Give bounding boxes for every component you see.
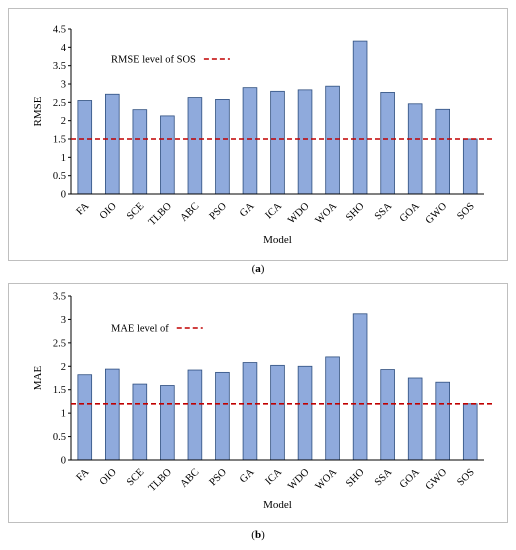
x-tick-label: GWO [424,201,450,227]
bar-fa [77,100,93,195]
y-tick-label: 2 [61,116,66,127]
x-tick-label: SHO [344,201,367,224]
x-tick-label: FA [75,201,92,218]
bar-pso [215,371,230,461]
x-tick-label: PSO [208,201,230,223]
y-tick-label: 0 [61,190,66,201]
bar-gwo [435,381,450,461]
y-axis-title: RMSE [32,96,44,126]
chart-panel-a: 0 0.5 1 1.5 2 2.5 3 3.5 4 4.5 FA OIO SCE TLBO ABC PSO GA… [8,8,508,261]
bar-sho [352,313,368,461]
bar-sos [462,403,478,461]
y-tick-label: 2.5 [53,98,66,109]
bar-fa [77,374,93,461]
bar-wdo [297,365,313,461]
chart-b-svg: 00.511.522.533.5FA OIO SCE TLBO ABC PSO GA ICA W… [32,292,492,511]
y-tick-label: 1 [61,153,66,164]
bar-sho [352,40,368,195]
bar-tlbo [160,385,175,461]
y-tick-label: 0 [61,456,66,467]
y-tick-label: 4 [61,43,67,54]
x-tick-label: SOS [455,467,477,489]
x-tick-label: TLBO [147,201,174,228]
chart-a-svg: 0 0.5 1 1.5 2 2.5 3 3.5 4 4.5 FA OIO SCE TLBO ABC PSO GA… [32,25,492,246]
bar-goa [407,103,423,195]
x-tick-label: WDO [286,201,312,227]
x-tick-label: SCE [125,467,146,488]
bar-wdo [297,89,313,195]
x-tick-label: GOA [398,201,422,225]
y-axis-title: MAE [32,366,44,391]
bar-sos [462,138,478,195]
x-axis-title: Model [263,499,292,511]
y-tick-label: 1 [61,409,66,420]
x-tick-label: OIO [98,467,119,488]
legend-label: MAE level of [111,324,169,335]
x-tick-label: SOS [455,201,477,223]
bar-ica [270,364,285,461]
bar-sce [132,383,148,461]
caption-b: (b) [251,529,265,541]
x-tick-label: ABC [178,467,201,490]
bar-woa [325,85,340,195]
y-tick-label: 1.5 [53,385,66,396]
x-tick-label: GWO [424,467,450,493]
y-tick-label: 2 [61,362,66,373]
bar-sce [132,109,148,195]
x-tick-label: WOA [314,201,340,227]
y-tick-label: 2.5 [53,338,66,349]
bar-gwo [435,108,450,195]
bar-ga [242,362,258,461]
bar-ssa [380,92,395,195]
bar-ssa [380,369,395,461]
bar-oio [105,93,120,195]
bar-ica [270,90,285,195]
x-tick-label: ICA [264,201,285,222]
bar-woa [325,356,340,461]
y-tick-label: 3 [61,315,66,326]
x-tick-label: SSA [373,467,395,489]
x-tick-label: FA [75,467,92,484]
x-tick-label: GA [238,201,257,220]
x-tick-label: GA [238,467,257,486]
bar-abc [187,97,203,195]
bar-pso [215,99,230,195]
y-tick-label: 0.5 [53,171,66,182]
x-tick-label: PSO [208,467,230,489]
x-tick-label: WDO [286,467,312,493]
x-tick-label: SCE [125,201,146,222]
y-tick-label: 4.5 [53,25,66,36]
x-tick-label: TLBO [147,467,174,494]
chart-panel-b: 0 0.5 1 1.5 2 2.5 3 3.5 FA OIO SCE TLBO ABC PSO GA ICA W… [8,283,508,523]
x-tick-label: WOA [314,467,340,493]
y-tick-label: 3.5 [53,292,66,303]
y-tick-label: 0.5 [53,432,66,443]
legend-label: RMSE level of SOS [111,55,196,66]
bar-oio [105,368,120,461]
y-tick-label: 1.5 [53,135,66,146]
bar-ga [242,87,258,195]
bar-tlbo [160,115,175,195]
x-axis-title: Model [263,234,292,246]
y-tick-label: 3 [61,80,66,91]
bar-abc [187,369,203,461]
x-tick-label: OIO [98,201,119,222]
y-tick-label: 3.5 [53,61,66,72]
bar-goa [407,377,423,461]
x-tick-label: SHO [344,467,367,490]
x-tick-label: ICA [264,467,285,488]
x-tick-label: GOA [398,467,422,491]
caption-a: (a) [251,263,265,275]
x-tick-label: SSA [373,201,395,223]
x-tick-label: ABC [178,201,201,224]
